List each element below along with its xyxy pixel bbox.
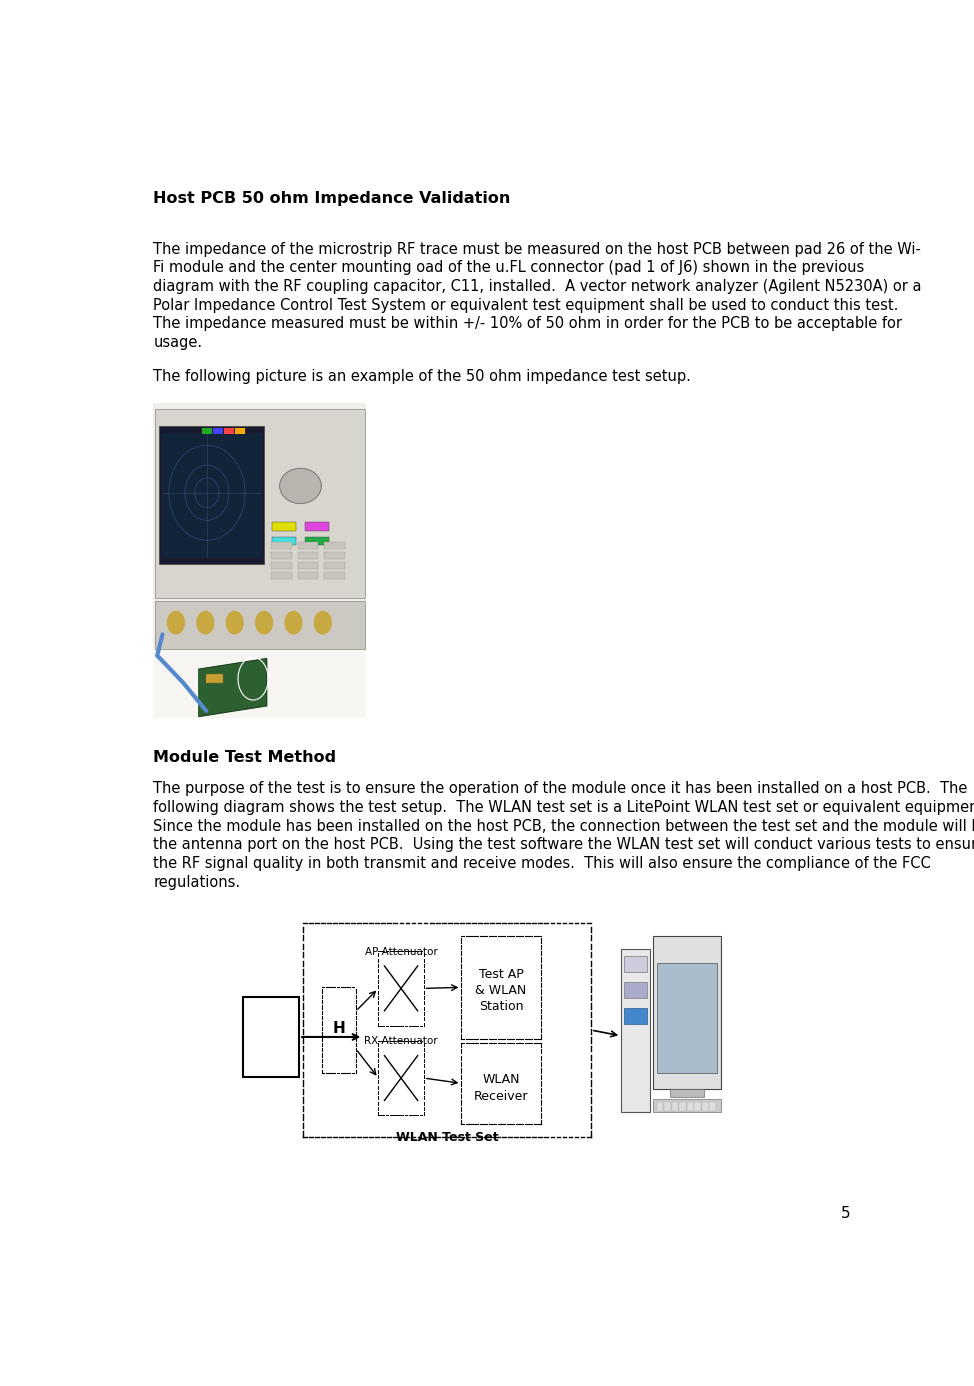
Text: Test AP: Test AP xyxy=(478,969,523,981)
Text: the antenna port on the host PCB.  Using the test software the WLAN test set wil: the antenna port on the host PCB. Using … xyxy=(154,837,974,852)
Bar xyxy=(272,523,296,531)
Bar xyxy=(213,428,223,434)
Text: WLAN: WLAN xyxy=(482,1073,520,1085)
Text: usage.: usage. xyxy=(154,335,203,349)
Bar xyxy=(672,1102,679,1112)
Bar xyxy=(687,1102,693,1112)
Text: & WLAN: & WLAN xyxy=(475,984,527,997)
Text: RX Attenuator: RX Attenuator xyxy=(364,1037,438,1046)
Polygon shape xyxy=(256,611,273,633)
Bar xyxy=(224,428,234,434)
Bar xyxy=(155,602,365,649)
Bar xyxy=(271,552,292,559)
Text: The impedance measured must be within +/- 10% of 50 ohm in order for the PCB to : The impedance measured must be within +/… xyxy=(154,316,903,331)
Bar xyxy=(694,1102,701,1112)
Bar xyxy=(324,563,345,568)
Bar xyxy=(298,542,318,549)
Bar xyxy=(624,983,647,998)
Polygon shape xyxy=(168,611,184,633)
Bar xyxy=(624,956,647,972)
Bar xyxy=(155,409,365,599)
Text: Polar Impedance Control Test System or equivalent test equipment shall be used t: Polar Impedance Control Test System or e… xyxy=(154,298,899,313)
Text: WLAN Test Set: WLAN Test Set xyxy=(395,1131,499,1145)
Polygon shape xyxy=(315,611,331,633)
Bar xyxy=(298,572,318,578)
Bar xyxy=(271,572,292,578)
Bar xyxy=(235,428,245,434)
Bar xyxy=(228,908,801,1153)
Polygon shape xyxy=(226,611,244,633)
Text: AP Attenuator: AP Attenuator xyxy=(364,947,437,956)
Text: following diagram shows the test setup.  The WLAN test set is a LitePoint WLAN t: following diagram shows the test setup. … xyxy=(154,800,974,815)
Bar xyxy=(624,1008,647,1024)
Bar xyxy=(305,536,329,545)
Bar xyxy=(324,542,345,549)
Text: regulations.: regulations. xyxy=(154,875,241,890)
Polygon shape xyxy=(280,468,321,503)
Bar xyxy=(656,963,717,1073)
Bar xyxy=(653,936,721,1089)
Bar xyxy=(621,948,651,1112)
Text: The following picture is an example of the 50 ohm impedance test setup.: The following picture is an example of t… xyxy=(154,369,692,384)
Text: Fi module and the center mounting oad of the u.FL connector (pad 1 of J6) shown : Fi module and the center mounting oad of… xyxy=(154,261,865,276)
Bar xyxy=(702,1102,709,1112)
Bar xyxy=(670,1089,704,1098)
Bar xyxy=(271,563,292,568)
Text: Module Test Method: Module Test Method xyxy=(154,750,337,765)
Polygon shape xyxy=(285,611,302,633)
Bar xyxy=(271,542,292,549)
Bar xyxy=(664,1102,671,1112)
Text: Station: Station xyxy=(479,1001,523,1013)
Bar xyxy=(709,1102,716,1112)
Bar xyxy=(160,427,264,564)
Bar xyxy=(154,649,366,718)
Bar xyxy=(653,1099,721,1112)
Text: Receiver: Receiver xyxy=(473,1089,528,1103)
Bar xyxy=(202,428,212,434)
Polygon shape xyxy=(199,658,267,717)
Bar xyxy=(298,563,318,568)
Text: The impedance of the microstrip RF trace must be measured on the host PCB betwee: The impedance of the microstrip RF trace… xyxy=(154,241,921,256)
Text: the RF signal quality in both transmit and receive modes.  This will also ensure: the RF signal quality in both transmit a… xyxy=(154,857,931,870)
Text: 5: 5 xyxy=(841,1206,850,1221)
Bar xyxy=(324,552,345,559)
Bar xyxy=(206,674,222,683)
Text: DUT: DUT xyxy=(253,1028,288,1044)
Text: Host PCB 50 ohm Impedance Validation: Host PCB 50 ohm Impedance Validation xyxy=(154,191,510,207)
Bar xyxy=(624,1008,647,1024)
Text: Since the module has been installed on the host PCB, the connection between the : Since the module has been installed on t… xyxy=(154,819,974,834)
Polygon shape xyxy=(197,611,213,633)
Text: diagram with the RF coupling capacitor, C11, installed.  A vector network analyz: diagram with the RF coupling capacitor, … xyxy=(154,279,922,294)
Bar xyxy=(679,1102,686,1112)
Bar xyxy=(305,523,329,531)
Text: H: H xyxy=(332,1021,345,1037)
Bar xyxy=(154,403,366,718)
Bar xyxy=(324,572,345,578)
Bar xyxy=(656,1102,663,1112)
Bar xyxy=(272,536,296,545)
Bar xyxy=(298,552,318,559)
Bar xyxy=(243,997,299,1077)
Text: The purpose of the test is to ensure the operation of the module once it has bee: The purpose of the test is to ensure the… xyxy=(154,782,968,797)
Bar xyxy=(162,432,262,557)
